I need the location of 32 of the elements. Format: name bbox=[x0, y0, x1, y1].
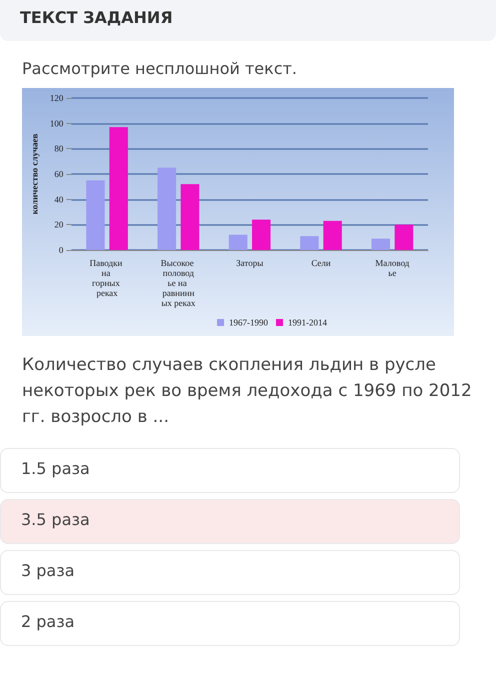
legend-label: 1967-1990 bbox=[229, 318, 268, 328]
text: 2 раза bbox=[0, 601, 460, 646]
bar bbox=[109, 127, 128, 250]
bar bbox=[228, 234, 248, 250]
legend-label: 1991-2014 bbox=[288, 318, 328, 328]
y-tick-label: 40 bbox=[54, 194, 64, 204]
text: 3.5 раза bbox=[0, 499, 460, 544]
y-tick-label: 0 bbox=[58, 245, 64, 255]
x-tick-label: Маловодье bbox=[375, 258, 410, 278]
y-tick-label: 100 bbox=[50, 118, 64, 128]
y-tick-label: 80 bbox=[54, 144, 64, 154]
bar bbox=[180, 184, 200, 250]
text: Количество случаев скопления льдин в русле некоторых рек во время ледохода с 1969 по 2012 гг. возросло в ... bbox=[22, 354, 473, 429]
bar bbox=[86, 180, 105, 250]
x-tick-label: Паводки на горных реках bbox=[90, 258, 125, 298]
x-tick-label: Заторы bbox=[236, 258, 264, 268]
x-tick-label: Сели bbox=[311, 258, 331, 268]
text: 3 раза bbox=[0, 550, 460, 595]
bar bbox=[158, 168, 176, 250]
bar bbox=[371, 238, 390, 250]
text: 1.5 раза bbox=[0, 448, 460, 493]
bar bbox=[394, 224, 414, 250]
y-tick-label: 20 bbox=[54, 220, 64, 230]
y-tick-label: 120 bbox=[50, 93, 64, 103]
x-tick-label: Высокое половодье на равнинных реках bbox=[160, 258, 196, 308]
chart-title: ТЕКСТ ЗАДАНИЯ bbox=[20, 8, 174, 27]
bar bbox=[300, 236, 319, 250]
bar bbox=[252, 220, 271, 250]
y-axis-title: количество случаев bbox=[30, 133, 40, 214]
chart-subtitle: Рассмотрите несплошной текст. bbox=[22, 59, 298, 78]
bar bbox=[323, 220, 342, 250]
y-tick-label: 60 bbox=[54, 169, 64, 179]
